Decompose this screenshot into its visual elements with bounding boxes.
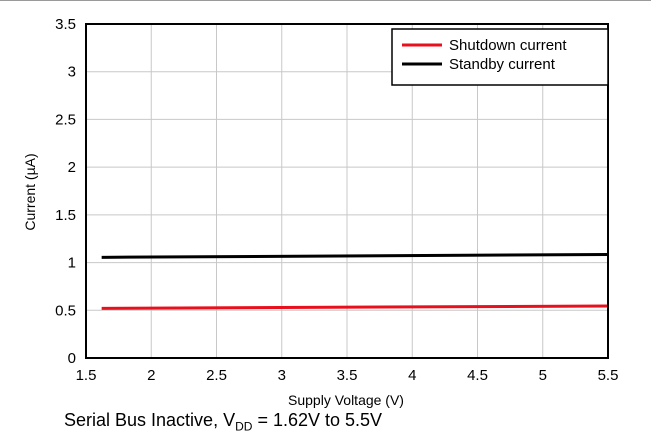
y-tick-label: 1	[68, 255, 76, 272]
x-tick-label: 2	[147, 367, 155, 384]
y-tick-label: 0.5	[55, 302, 76, 319]
chart-caption: Serial Bus Inactive, VDD = 1.62V to 5.5V	[64, 410, 382, 434]
x-axis-label: Supply Voltage (V)	[288, 392, 404, 408]
y-axis-label: Current (µA)	[22, 153, 38, 230]
legend-box	[391, 28, 609, 86]
y-tick-label: 3	[68, 64, 76, 81]
caption-prefix: Serial Bus Inactive, V	[64, 410, 236, 430]
x-tick-label: 4.5	[467, 367, 488, 384]
legend: Shutdown current Standby current	[391, 28, 609, 86]
series-line-shutdown-current	[101, 304, 609, 310]
top-rule	[0, 0, 651, 1]
x-tick-labels: 1.5 2 2.5 3 3.5 4 4.5 5 5.5	[76, 367, 619, 384]
y-tick-labels: 0 0.5 1 1.5 2 2.5 3 3.5	[55, 16, 76, 367]
caption-suffix: = 1.62V to 5.5V	[252, 410, 383, 430]
y-tick-label: 3.5	[55, 16, 76, 33]
line-chart: 1.5 2 2.5 3 3.5 4 4.5 5 5.5 0 0.5 1 1.5 2 2.5 3 3.5 Sup…	[22, 16, 619, 408]
x-tick-label: 3.5	[337, 367, 358, 384]
x-tick-label: 1.5	[76, 367, 97, 384]
y-tick-label: 2.5	[55, 111, 76, 128]
series-line-standby-current	[101, 252, 609, 259]
legend-label: Standby current	[449, 56, 556, 73]
plot-frame	[85, 23, 609, 359]
x-tick-label: 5.5	[598, 367, 619, 384]
x-tick-label: 5	[539, 367, 547, 384]
y-tick-label: 2	[68, 159, 76, 176]
x-tick-label: 2.5	[206, 367, 227, 384]
legend-label: Shutdown current	[449, 37, 567, 54]
y-tick-label: 1.5	[55, 207, 76, 224]
series-group	[101, 252, 609, 310]
caption-subscript: DD	[235, 419, 253, 434]
x-tick-label: 4	[408, 367, 416, 384]
x-tick-label: 3	[278, 367, 286, 384]
y-tick-label: 0	[68, 350, 76, 367]
